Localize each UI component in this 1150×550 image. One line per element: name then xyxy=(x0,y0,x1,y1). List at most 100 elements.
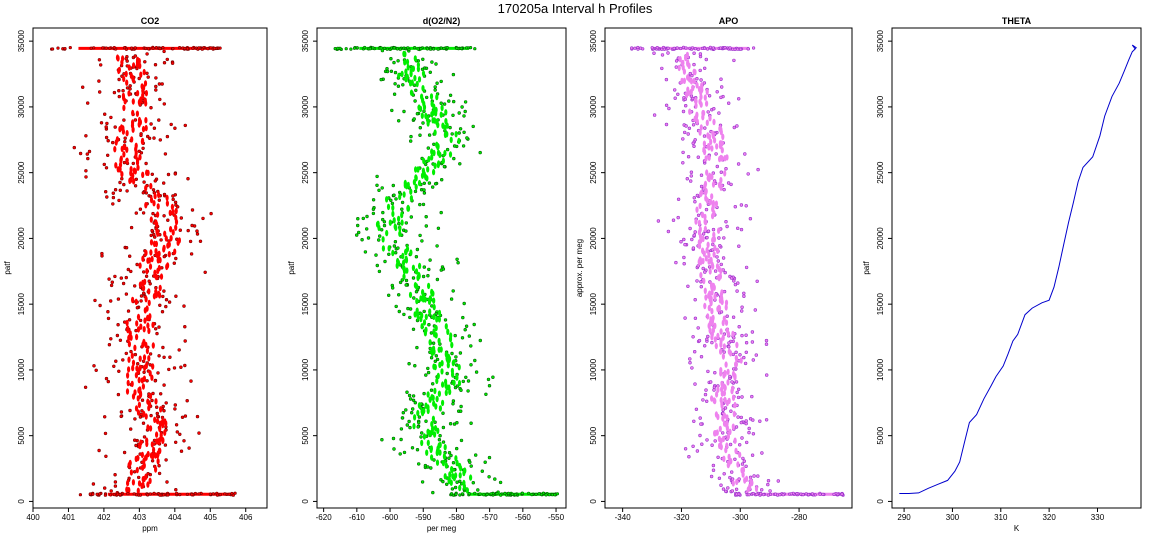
data-point xyxy=(704,189,708,197)
data-point xyxy=(401,252,405,260)
data-point xyxy=(452,474,456,482)
data-point xyxy=(440,368,444,375)
data-point xyxy=(701,266,705,271)
data-point xyxy=(731,330,735,338)
data-point xyxy=(178,228,183,232)
data-point xyxy=(139,439,143,446)
data-point xyxy=(193,491,197,496)
data-point xyxy=(431,490,435,495)
y-tick-label: 20000 xyxy=(589,227,598,250)
data-point xyxy=(147,355,151,362)
data-point xyxy=(380,228,384,232)
data-point xyxy=(161,45,165,50)
data-point xyxy=(131,98,135,105)
data-point xyxy=(427,155,431,163)
data-point xyxy=(144,249,148,257)
data-point xyxy=(168,355,172,359)
data-point xyxy=(104,46,108,50)
data-point xyxy=(801,493,805,497)
data-point xyxy=(420,67,425,72)
data-point xyxy=(677,64,681,72)
data-point xyxy=(458,162,462,166)
data-point xyxy=(432,47,436,51)
data-point xyxy=(731,423,735,430)
data-point xyxy=(428,258,432,262)
data-point xyxy=(698,68,702,73)
data-point xyxy=(712,118,716,126)
data-point xyxy=(736,461,740,468)
data-point xyxy=(439,79,443,84)
data-point xyxy=(439,210,443,215)
data-point xyxy=(513,493,518,497)
data-point xyxy=(144,274,149,278)
data-point xyxy=(690,46,695,50)
data-point xyxy=(422,191,427,195)
data-point xyxy=(153,379,158,383)
data-point xyxy=(131,479,135,486)
data-point xyxy=(120,145,124,153)
data-point xyxy=(120,59,124,66)
data-point xyxy=(725,224,729,229)
data-point xyxy=(363,45,367,50)
data-point xyxy=(432,168,436,176)
data-point xyxy=(435,316,439,323)
data-point xyxy=(381,217,385,222)
data-point xyxy=(737,325,741,329)
data-point xyxy=(182,304,186,308)
data-point xyxy=(382,46,387,51)
data-point xyxy=(121,88,125,93)
data-point xyxy=(411,407,415,411)
data-point xyxy=(114,162,118,169)
data-point xyxy=(391,286,395,290)
data-point xyxy=(392,217,396,224)
x-tick-label: 404 xyxy=(168,513,182,522)
data-point xyxy=(832,492,836,497)
data-point xyxy=(735,226,740,231)
data-point xyxy=(138,318,143,323)
data-point xyxy=(530,493,534,497)
data-point xyxy=(139,391,143,398)
data-point xyxy=(431,415,435,422)
data-point xyxy=(474,453,478,457)
data-point xyxy=(415,111,420,116)
data-point xyxy=(704,294,708,301)
data-point xyxy=(104,454,108,458)
data-point xyxy=(729,409,733,413)
data-point xyxy=(438,449,442,456)
data-point xyxy=(699,184,704,189)
data-point xyxy=(664,122,669,127)
data-point xyxy=(449,479,453,486)
data-point xyxy=(121,281,126,286)
data-point xyxy=(724,220,728,224)
data-point xyxy=(441,399,445,407)
data-point xyxy=(148,313,152,320)
data-point xyxy=(135,306,140,310)
data-point xyxy=(747,493,751,497)
data-point xyxy=(742,294,746,298)
data-point xyxy=(429,47,433,51)
y-tick-label: 10000 xyxy=(589,358,598,381)
data-point xyxy=(146,47,151,51)
data-point xyxy=(768,489,772,493)
data-point xyxy=(375,174,379,179)
data-point xyxy=(431,394,435,402)
data-point xyxy=(113,480,118,484)
data-point xyxy=(695,206,699,213)
data-point xyxy=(129,72,133,79)
data-point xyxy=(458,479,462,483)
data-point xyxy=(434,312,438,316)
data-point xyxy=(700,82,704,89)
data-point xyxy=(705,337,709,341)
data-point xyxy=(99,121,104,125)
data-point xyxy=(391,210,395,218)
data-point xyxy=(115,492,120,496)
data-point xyxy=(735,124,739,128)
data-point xyxy=(405,267,409,274)
y-axis-label: patf xyxy=(287,261,296,275)
data-point xyxy=(134,211,139,215)
data-point xyxy=(400,219,404,226)
data-point xyxy=(382,220,387,224)
data-point xyxy=(223,492,227,496)
data-point xyxy=(712,251,716,258)
data-point xyxy=(418,262,422,270)
